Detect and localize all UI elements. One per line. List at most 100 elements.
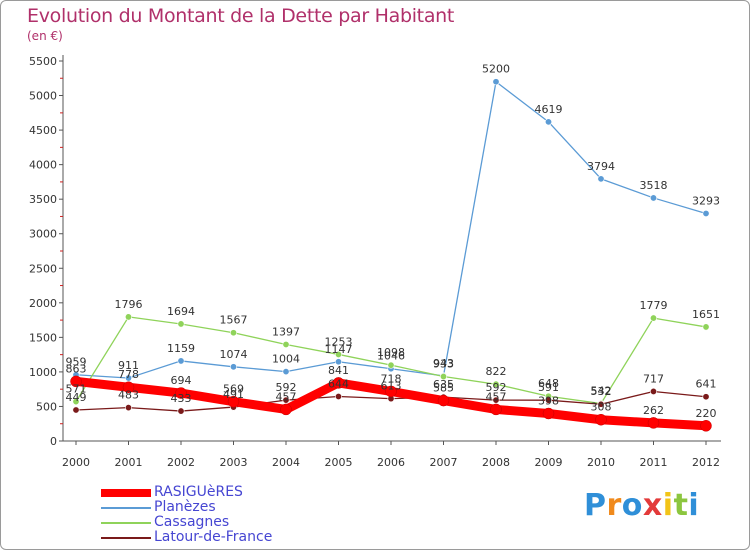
data-point bbox=[597, 400, 605, 408]
logo-letter: P bbox=[584, 488, 607, 523]
series-line-1 bbox=[75, 81, 707, 379]
logo-letter: o bbox=[621, 488, 643, 523]
data-point bbox=[177, 407, 185, 415]
x-tick-label: 2008 bbox=[482, 456, 510, 469]
data-point bbox=[177, 357, 185, 365]
data-point bbox=[492, 78, 500, 86]
data-label: 1397 bbox=[272, 325, 300, 338]
data-point bbox=[177, 320, 185, 328]
data-point bbox=[282, 368, 290, 376]
data-label: 1046 bbox=[377, 350, 405, 363]
data-point bbox=[72, 406, 80, 414]
x-tick-label: 2002 bbox=[167, 456, 195, 469]
x-tick-label: 2007 bbox=[430, 456, 458, 469]
data-label: 1779 bbox=[640, 299, 668, 312]
data-label: 449 bbox=[66, 391, 87, 404]
data-label: 483 bbox=[118, 389, 139, 402]
series-layer bbox=[70, 78, 712, 432]
data-label: 1567 bbox=[220, 314, 248, 327]
data-label: 457 bbox=[486, 390, 507, 403]
data-point bbox=[490, 403, 502, 416]
data-label: 718 bbox=[381, 372, 402, 385]
data-label: 1004 bbox=[272, 353, 300, 366]
data-label: 1074 bbox=[220, 348, 248, 361]
data-point bbox=[700, 420, 712, 432]
data-point bbox=[125, 404, 133, 412]
x-tick-label: 2004 bbox=[272, 456, 300, 469]
data-label: 262 bbox=[643, 404, 664, 417]
data-point bbox=[597, 175, 605, 183]
x-tick-label: 2001 bbox=[115, 456, 143, 469]
data-label: 5200 bbox=[482, 63, 510, 76]
data-point bbox=[230, 329, 238, 337]
data-label: 433 bbox=[171, 392, 192, 405]
data-label: 592 bbox=[486, 381, 507, 394]
y-tick-label: 4000 bbox=[29, 159, 57, 172]
data-label: 591 bbox=[538, 381, 559, 394]
data-point bbox=[595, 413, 607, 426]
data-point bbox=[702, 393, 710, 401]
data-point bbox=[334, 393, 342, 401]
data-label: 841 bbox=[328, 364, 349, 377]
x-tick-label: 2009 bbox=[535, 456, 563, 469]
data-point bbox=[492, 380, 500, 388]
data-labels: 863 778 694 569 457 841 718 585 457 398 308 262 220 9… bbox=[66, 63, 721, 420]
data-label: 1098 bbox=[377, 346, 405, 359]
data-point bbox=[282, 396, 290, 404]
x-tick-label: 2000 bbox=[62, 456, 90, 469]
data-label: 644 bbox=[328, 378, 349, 391]
y-tick-label: 2000 bbox=[29, 297, 57, 310]
data-label: 911 bbox=[118, 359, 139, 372]
data-point bbox=[227, 395, 240, 408]
data-label: 569 bbox=[223, 383, 244, 396]
logo-letter: x bbox=[642, 488, 663, 523]
data-label: 220 bbox=[696, 407, 717, 420]
y-tick-label: 1000 bbox=[29, 366, 57, 379]
data-point bbox=[649, 387, 657, 395]
data-label: 491 bbox=[223, 388, 244, 401]
data-label: 1147 bbox=[325, 343, 353, 356]
data-label: 778 bbox=[118, 368, 139, 381]
data-label: 613 bbox=[381, 380, 402, 393]
data-point bbox=[492, 396, 500, 404]
data-label: 933 bbox=[433, 358, 454, 371]
x-tick-label: 2005 bbox=[325, 456, 353, 469]
y-tick-label: 3000 bbox=[29, 228, 57, 241]
data-point bbox=[70, 375, 82, 388]
data-label: 592 bbox=[276, 381, 297, 394]
data-label: 3293 bbox=[692, 194, 720, 207]
logo-letter: i bbox=[688, 488, 700, 523]
data-point bbox=[334, 358, 342, 366]
data-point bbox=[122, 381, 135, 393]
y-tick-label: 1500 bbox=[29, 331, 57, 344]
data-label: 1694 bbox=[167, 305, 195, 318]
legend-swatch bbox=[101, 537, 151, 539]
data-point bbox=[649, 314, 657, 322]
logo-letter: i bbox=[662, 488, 674, 523]
legend-swatch bbox=[101, 522, 151, 524]
data-label: 457 bbox=[276, 390, 297, 403]
data-label: 822 bbox=[486, 365, 507, 378]
data-point bbox=[647, 417, 660, 429]
data-point bbox=[282, 340, 290, 348]
data-point bbox=[439, 373, 447, 381]
legend-label: Latour-de-France bbox=[154, 529, 273, 545]
data-label: 542 bbox=[591, 385, 612, 398]
y-tick-label: 5000 bbox=[29, 90, 57, 103]
data-point bbox=[702, 323, 710, 331]
data-label: 571 bbox=[66, 383, 87, 396]
legend-swatch bbox=[101, 507, 151, 509]
data-label: 635 bbox=[433, 378, 454, 391]
data-point bbox=[230, 363, 238, 371]
legend-label: Cassagnes bbox=[154, 514, 230, 530]
axes: 0 500 1000 1500 2000 2500 3000 3500 4000 4500 5000… bbox=[29, 55, 721, 469]
data-label: 4619 bbox=[535, 103, 563, 116]
data-label: 641 bbox=[696, 378, 717, 391]
data-point bbox=[125, 313, 133, 321]
legend-label: Planèzes bbox=[154, 499, 216, 515]
y-tick-label: 2500 bbox=[29, 262, 57, 275]
data-label: 308 bbox=[591, 401, 612, 414]
chart-title: Evolution du Montant de la Dette par Hab… bbox=[27, 5, 455, 27]
